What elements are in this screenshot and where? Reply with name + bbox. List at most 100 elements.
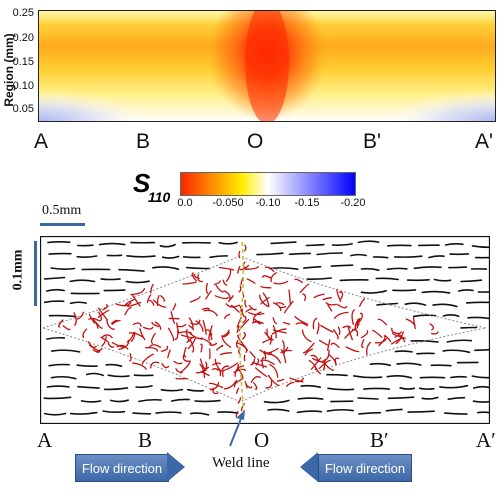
matrix-strand: [474, 348, 490, 352]
fiber: [262, 275, 272, 279]
matrix-strands: [43, 240, 490, 416]
fiber-tangle: [58, 244, 439, 418]
fiber: [278, 306, 287, 309]
matrix-strand: [316, 252, 343, 256]
matrix-strand: [303, 265, 322, 269]
matrix-strand: [186, 388, 204, 392]
fiber: [429, 323, 435, 331]
fiber: [365, 341, 371, 356]
fiber: [269, 364, 279, 378]
matrix-strand: [375, 277, 399, 281]
fiber: [146, 294, 152, 304]
fiber: [182, 281, 197, 285]
fiber: [182, 354, 191, 362]
matrix-strand: [399, 387, 416, 390]
colorbar-tick: -0.050: [212, 197, 244, 209]
fiber: [271, 328, 287, 335]
matrix-strand: [442, 314, 460, 317]
fiber: [316, 322, 320, 335]
diagram-label-b-prime: B′: [370, 428, 389, 452]
fiber: [272, 325, 277, 339]
fiber: [322, 349, 330, 362]
fiber-orientation-diagram: [40, 236, 490, 424]
fiber: [344, 327, 357, 339]
matrix-strand: [407, 410, 435, 413]
fiber: [76, 311, 85, 320]
matrix-strand: [209, 255, 228, 259]
fiber: [264, 347, 279, 354]
matrix-strand: [270, 241, 297, 245]
fiber: [272, 302, 282, 312]
fiber: [92, 349, 101, 353]
scale-bar-label: 0.5mm: [42, 203, 82, 218]
fiber: [102, 304, 109, 311]
matrix-strand: [76, 364, 98, 367]
matrix-strand: [386, 375, 413, 379]
fiber: [260, 285, 272, 289]
fiber: [345, 346, 360, 353]
fiber: [289, 377, 304, 383]
matrix-strand: [85, 372, 104, 377]
fiber: [243, 354, 246, 362]
matrix-strand: [300, 384, 321, 388]
fiber: [58, 319, 64, 328]
matrix-strand: [105, 363, 123, 367]
matrix-strand: [46, 385, 70, 388]
fiber: [238, 250, 241, 259]
x-label-b: B: [136, 130, 151, 153]
fiber: [221, 331, 230, 338]
colorbar-subscript: 110: [148, 189, 171, 205]
fiber: [282, 321, 291, 325]
matrix-strand: [132, 412, 152, 415]
matrix-strand: [100, 278, 121, 281]
fiber: [244, 266, 259, 270]
fiber: [302, 342, 315, 354]
matrix-strand: [103, 289, 126, 292]
fiber: [188, 317, 194, 329]
fiber: [179, 361, 191, 374]
matrix-strand: [76, 255, 98, 258]
matrix-strand: [369, 362, 391, 367]
matrix-strand: [385, 408, 403, 412]
fiber: [302, 293, 307, 302]
x-label-a-prime: A': [475, 130, 494, 153]
fiber: [318, 339, 329, 346]
fiber: [173, 360, 183, 365]
fiber: [250, 376, 261, 383]
colorbar-tick: -0.10: [255, 197, 281, 209]
arrow-left-icon: [300, 452, 318, 482]
fiber: [223, 290, 231, 301]
fiber: [377, 318, 388, 326]
fiber: [160, 345, 169, 352]
matrix-strand: [477, 411, 490, 414]
fiber: [215, 284, 224, 293]
matrix-strand: [372, 256, 389, 259]
fiber: [250, 358, 256, 366]
fiber: [176, 322, 180, 334]
fiber: [330, 342, 340, 349]
fiber: [222, 369, 226, 378]
matrix-strand: [217, 411, 239, 414]
fiber: [97, 309, 110, 318]
matrix-strand: [448, 266, 468, 269]
matrix-strand: [471, 375, 490, 379]
colorbar-tick: 0.0: [177, 197, 193, 209]
arrow-right-icon: [167, 452, 185, 482]
matrix-strand: [102, 410, 126, 414]
fiber: [332, 329, 339, 340]
y-tick-label: 0.20: [12, 32, 34, 44]
fiber: [390, 337, 406, 345]
matrix-strand: [360, 290, 387, 294]
fiber: [294, 315, 309, 325]
flow-arrow-right: Flow direction: [75, 452, 185, 482]
matrix-strand: [135, 385, 153, 389]
fiber: [322, 297, 333, 301]
matrix-strand: [387, 244, 412, 247]
fiber: [238, 285, 242, 293]
fiber: [167, 349, 171, 359]
matrix-strand: [109, 399, 129, 403]
matrix-strand: [152, 266, 180, 270]
fiber: [264, 266, 275, 273]
fiber: [223, 329, 230, 337]
fiber: [336, 303, 348, 309]
